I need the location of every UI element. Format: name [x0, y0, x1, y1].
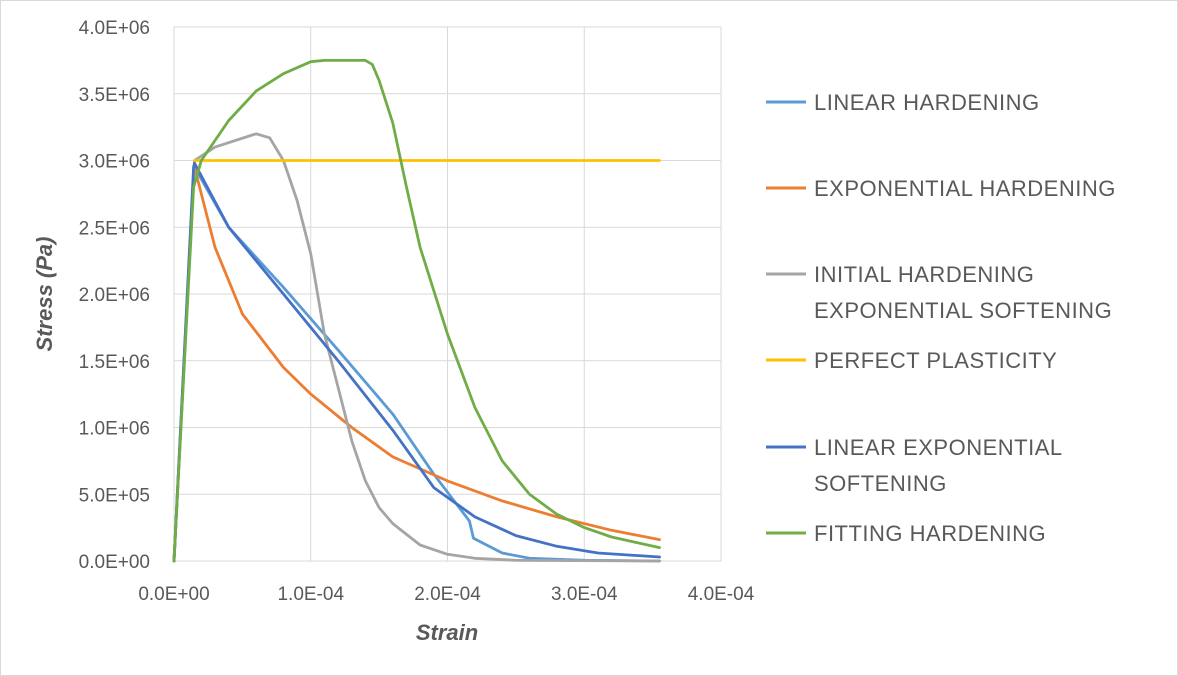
- x-axis-title: Strain: [416, 620, 478, 645]
- y-tick-label: 1.5E+06: [79, 352, 150, 373]
- legend-label: LINEAR HARDENING: [814, 90, 1040, 115]
- legend-item-linear-exponential-softening: LINEAR EXPONENTIAL SOFTENING: [766, 435, 1063, 496]
- y-tick-labels: 0.0E+00 5.0E+05 1.0E+06 1.5E+06 2.0E+06 2.5E+…: [79, 18, 150, 573]
- legend-label: LINEAR EXPONENTIAL: [814, 435, 1063, 460]
- legend-item-linear-hardening: LINEAR HARDENING: [766, 90, 1040, 115]
- legend-item-fitting-hardening: FITTING HARDENING: [766, 521, 1046, 546]
- y-tick-label: 2.5E+06: [79, 218, 150, 239]
- series-line-fitting-hardening: [172, 59, 661, 563]
- legend-label: EXPONENTIAL SOFTENING: [814, 298, 1112, 323]
- series-lines: [172, 59, 661, 563]
- x-tick-label: 2.0E-04: [414, 584, 481, 605]
- series-line-linear-hardening: [172, 165, 661, 563]
- legend-label: FITTING HARDENING: [814, 521, 1046, 546]
- legend-label: EXPONENTIAL HARDENING: [814, 176, 1116, 201]
- x-tick-label: 3.0E-04: [551, 584, 618, 605]
- y-tick-label: 4.0E+06: [79, 18, 150, 39]
- legend-label: PERFECT PLASTICITY: [814, 348, 1057, 373]
- x-tick-label: 4.0E-04: [688, 584, 755, 605]
- series-line-initial-hardening-exponential-softening: [172, 132, 661, 563]
- legend-label: SOFTENING: [814, 471, 947, 496]
- y-axis-title: Stress (Pa): [32, 237, 57, 352]
- x-tick-labels: 0.0E+00 1.0E-04 2.0E-04 3.0E-04 4.0E-04: [138, 584, 754, 605]
- legend: LINEAR HARDENING EXPONENTIAL HARDENING INI…: [766, 90, 1116, 546]
- y-tick-label: 3.5E+06: [79, 85, 150, 106]
- legend-item-exponential-hardening: EXPONENTIAL HARDENING: [766, 176, 1116, 201]
- y-tick-label: 1.0E+06: [79, 419, 150, 440]
- y-tick-label: 5.0E+05: [79, 485, 150, 506]
- y-tick-label: 3.0E+06: [79, 152, 150, 173]
- series-line-exponential-hardening: [172, 165, 661, 563]
- legend-label: INITIAL HARDENING: [814, 262, 1034, 287]
- legend-item-perfect-plasticity: PERFECT PLASTICITY: [766, 348, 1057, 373]
- legend-item-initial-hardening-exponential-softening: INITIAL HARDENING EXPONENTIAL SOFTENING: [766, 262, 1112, 323]
- y-tick-label: 0.0E+00: [79, 552, 150, 573]
- y-tick-label: 2.0E+06: [79, 285, 150, 306]
- x-tick-label: 1.0E-04: [277, 584, 344, 605]
- x-tick-label: 0.0E+00: [138, 584, 209, 605]
- series-line-linear-exponential-softening: [172, 161, 661, 563]
